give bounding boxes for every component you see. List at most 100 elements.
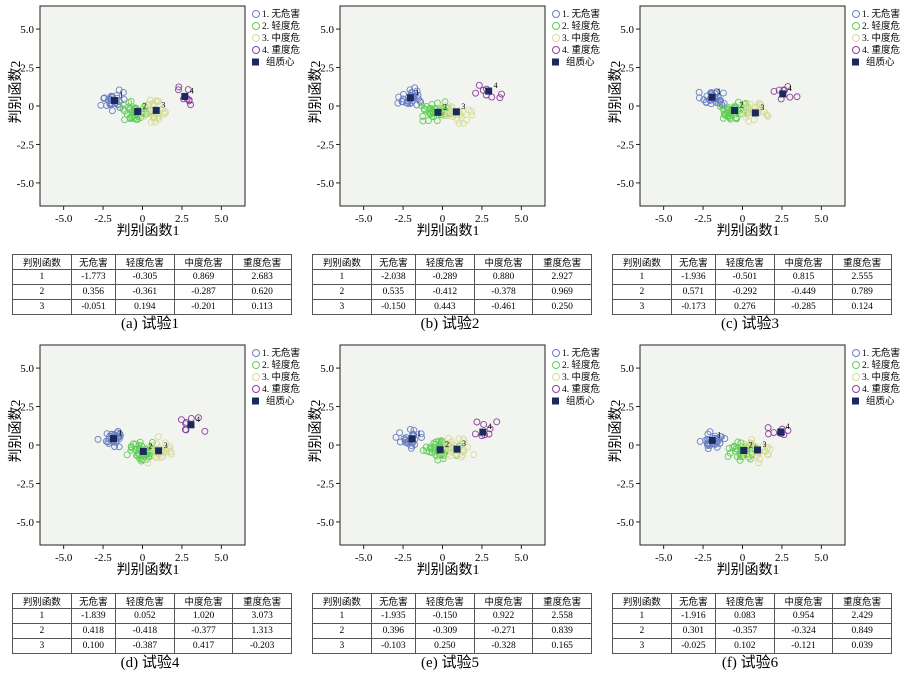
- data-point-group-1: [394, 99, 402, 107]
- chart-panel-1: -5.0 -2.5 0 2.5 5.0 5.0 2.5 0 -2.5 -5.0 1 2 3 4 1. 无危害…: [0, 0, 300, 338]
- x-tick-label: 5.0: [214, 213, 228, 225]
- table-cell: 0.250: [532, 299, 592, 315]
- x-tick-label: 0: [140, 213, 146, 225]
- panel-caption: (c) 试验3: [721, 316, 779, 332]
- data-point-group-3: [762, 447, 770, 455]
- group-centroid: [434, 108, 442, 116]
- group-centroid: [139, 447, 147, 455]
- group-centroid: [408, 435, 416, 443]
- legend-label: 2. 轻度危害: [262, 359, 300, 371]
- x-tick-label: -5.0: [55, 552, 73, 564]
- data-point-group-1: [702, 98, 710, 106]
- data-point-group-3: [140, 113, 147, 120]
- scatter-plot: -5.0 -2.5 0 2.5 5.0 5.0 2.5 0 -2.5 -5.0 1 2 3 4 1. 无危害…: [17, 5, 300, 225]
- legend-label: 4. 重度危害: [262, 44, 300, 56]
- y-tick-label: 0: [29, 440, 35, 452]
- centroid-label: 3: [164, 441, 168, 450]
- data-point-group-3: [470, 451, 478, 459]
- data-point-group-3: [743, 102, 751, 110]
- x-tick-label: -5.0: [55, 213, 73, 225]
- y-tick-label: -5.0: [317, 517, 335, 529]
- y-axis-label: 判别函数2: [309, 60, 324, 124]
- y-axis-label: 判别函数2: [9, 60, 24, 124]
- group-centroid: [708, 93, 716, 101]
- data-point-group-1: [407, 444, 415, 452]
- data-point-group-2: [426, 448, 434, 456]
- table-cell: -0.271: [473, 623, 534, 639]
- group-centroid: [155, 447, 163, 455]
- group-centroid: [731, 106, 739, 114]
- group-centroid: [479, 428, 487, 436]
- data-point-group-4: [496, 94, 504, 102]
- table-header-cell: 无危害: [370, 254, 417, 270]
- data-point-group-3: [159, 104, 167, 112]
- table-row: 1 -1.839 0.052 1.020 3.073: [12, 608, 292, 624]
- legend-centroid-marker: [852, 58, 859, 66]
- table-header-cell: 轻度危害: [115, 593, 175, 609]
- data-point-group-4: [498, 90, 505, 98]
- data-point-group-3: [460, 119, 468, 127]
- panel-caption: (b) 试验2: [420, 316, 480, 332]
- data-point-group-3: [739, 439, 747, 447]
- legend-label: 4. 重度危害: [862, 383, 900, 395]
- table-header-cell: 无危害: [670, 254, 717, 270]
- data-point-group-3: [151, 113, 159, 121]
- centroid-table: 判别函数 无危害 轻度危害 中度危害 重度危害 1 -1.839 0.052 1.020 3.07…: [12, 593, 292, 654]
- data-point-group-2: [136, 451, 144, 459]
- table-cell: -0.103: [370, 638, 417, 654]
- data-point-group-3: [755, 459, 762, 467]
- data-point-group-3: [465, 106, 473, 114]
- data-point-group-1: [695, 94, 703, 102]
- panel-caption: (a) 试验1: [121, 316, 179, 332]
- y-tick-label: 5.0: [20, 24, 34, 36]
- table-header-cell: 判别函数: [12, 254, 72, 270]
- y-tick-label: -5.0: [617, 517, 635, 529]
- centroid-label: 1: [417, 429, 421, 438]
- table-cell: -1.916: [670, 608, 717, 624]
- table-cell: 0.396: [370, 623, 417, 639]
- y-tick-label: 2.5: [320, 63, 334, 75]
- centroid-label: 2: [148, 441, 152, 450]
- table-cell: 0.083: [715, 608, 775, 624]
- table-cell: 1: [612, 269, 672, 285]
- data-point-group-3: [144, 459, 152, 467]
- panel-caption: (f) 试验6: [721, 655, 779, 671]
- data-point-group-3: [168, 450, 175, 458]
- table-row: 2 0.418 -0.418 -0.377 1.313: [12, 623, 292, 639]
- data-point-group-4: [770, 429, 778, 437]
- x-tick-label: 5.0: [214, 552, 228, 564]
- centroid-label: 4: [494, 81, 498, 90]
- data-point-group-2: [424, 117, 432, 125]
- table-cell: 0.869: [173, 269, 234, 285]
- table-cell: 0.417: [173, 638, 234, 654]
- data-point-group-2: [724, 452, 732, 460]
- data-point-group-1: [106, 101, 114, 109]
- data-point-group-1: [417, 430, 425, 438]
- data-point-group-1: [418, 433, 426, 441]
- centroid-label: 1: [120, 91, 124, 100]
- table-header-cell: 判别函数: [312, 593, 372, 609]
- group-centroid: [406, 94, 414, 102]
- y-tick-label: -2.5: [17, 139, 35, 151]
- y-tick-label: 0: [629, 440, 635, 452]
- table-cell: 2: [312, 284, 372, 300]
- legend-label: 3. 中度危害: [262, 371, 300, 383]
- data-point-group-2: [430, 113, 438, 121]
- x-tick-label: 5.0: [814, 552, 828, 564]
- centroid-label: 2: [443, 102, 447, 111]
- table-cell: -0.150: [415, 608, 475, 624]
- data-point-group-2: [124, 103, 132, 111]
- data-point-group-1: [119, 88, 127, 96]
- table-header-cell: 重度危害: [532, 254, 592, 270]
- legend-marker: [252, 10, 260, 18]
- y-tick-label: 0: [29, 101, 35, 113]
- y-tick-label: 5.0: [320, 363, 334, 375]
- data-point-group-3: [745, 117, 753, 125]
- x-tick-label: 2.5: [775, 213, 789, 225]
- centroid-label: 3: [760, 103, 764, 112]
- legend-label: 2. 轻度危害: [862, 359, 900, 371]
- x-axis-label: 判别函数1: [116, 563, 180, 578]
- centroid-table: 判别函数 无危害 轻度危害 中度危害 重度危害 1 -2.038 -0.289 0.880 2.9…: [312, 254, 592, 315]
- table-header-cell: 判别函数: [312, 254, 372, 270]
- data-point-group-1: [94, 435, 102, 443]
